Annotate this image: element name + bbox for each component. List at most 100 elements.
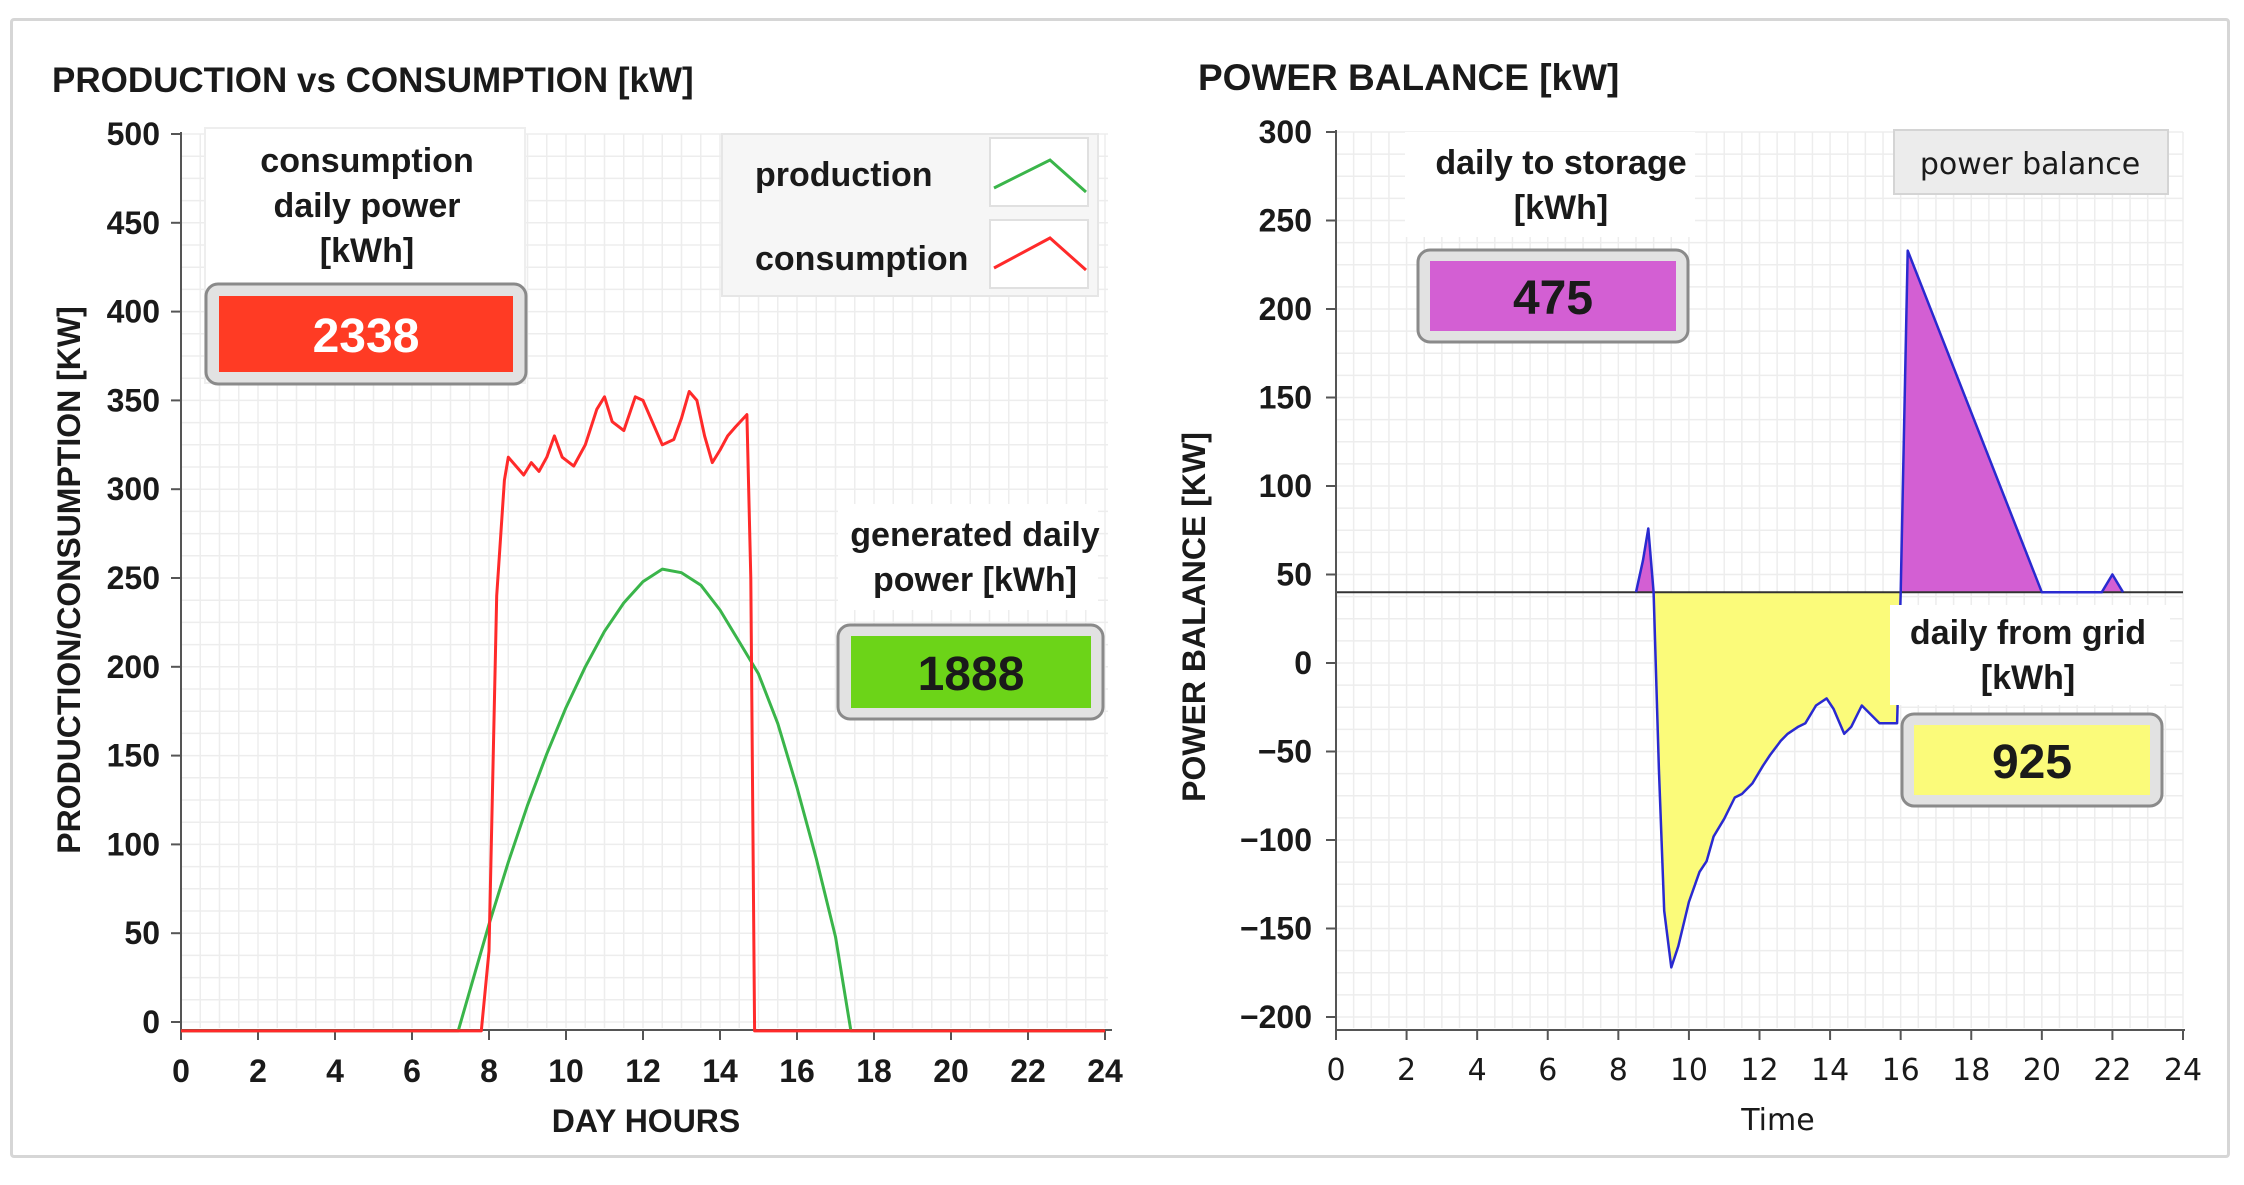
grid-card-line-1: daily from grid [1910, 614, 2146, 652]
right-x-tick-label: 22 [2093, 1053, 2131, 1088]
left-y-tick-label: 300 [107, 471, 160, 507]
right-y-tick-label: 250 [1259, 203, 1312, 239]
right-chart-title: POWER BALANCE [kW] [1198, 57, 1619, 98]
legend-consumption-swatch-bg [989, 219, 1089, 289]
left-x-tick-label: 20 [933, 1053, 969, 1089]
right-x-tick-label: 2 [1397, 1053, 1416, 1088]
right-x-tick-label: 20 [2023, 1053, 2061, 1088]
left-x-tick-label: 8 [480, 1053, 498, 1089]
generated-card-bg [838, 504, 1098, 610]
left-legend: production consumption [721, 133, 1099, 297]
left-y-tick-label: 500 [107, 116, 160, 152]
right-y-tick-label: 50 [1276, 557, 1312, 593]
left-y-axis-label: PRODUCTION/CONSUMPTION [KW] [51, 306, 87, 854]
storage-value-box [1430, 261, 1676, 331]
consumption-card-line-1: consumption [260, 142, 473, 180]
right-y-tick-label: −50 [1258, 734, 1312, 770]
daily-from-grid-card: daily from grid [kWh] 925 [1890, 605, 2170, 808]
legend-production-label: production [755, 156, 933, 194]
right-y-axis-label: POWER BALANCE [KW] [1176, 432, 1212, 802]
right-x-tick-label: 4 [1468, 1053, 1487, 1088]
daily-to-storage-card: daily to storage [kWh] 475 [1405, 132, 1695, 344]
left-x-tick-label: 0 [172, 1053, 190, 1089]
left-x-tick-label: 10 [548, 1053, 584, 1089]
generated-daily-value: 1888 [918, 648, 1025, 701]
left-y-tick-label: 200 [107, 649, 160, 685]
storage-card-bg [1405, 132, 1695, 237]
legend-consumption-label: consumption [755, 240, 968, 278]
left-chart-title: PRODUCTION vs CONSUMPTION [kW] [52, 61, 694, 100]
right-y-tick-label: −150 [1240, 911, 1312, 947]
right-x-tick-label: 16 [1882, 1053, 1920, 1088]
left-x-tick-labels: 0 2 4 6 8 10 12 14 16 18 20 22 24 [172, 1030, 1123, 1089]
grid-value-box [1914, 725, 2150, 795]
right-x-tick-labels: 0 2 4 6 8 10 12 14 16 18 20 22 24 [1326, 1030, 2202, 1088]
consumption-line [181, 390, 1105, 1033]
grid-card-bg [1890, 605, 2170, 705]
left-y-tick-labels: 0 50 100 150 200 250 300 350 400 450 500 [107, 116, 181, 1040]
generated-daily-card: generated daily power [kWh] 1888 [836, 504, 1105, 721]
power-balance-surplus-area [1336, 250, 2183, 593]
right-x-tick-label: 6 [1538, 1053, 1557, 1088]
left-y-tick-label: 400 [107, 294, 160, 330]
left-series-lines [181, 390, 1105, 1033]
right-y-tick-label: 200 [1259, 291, 1312, 327]
daily-from-grid-value: 925 [1992, 736, 2072, 789]
left-y-tick-label: 50 [124, 915, 160, 951]
right-x-tick-label: 24 [2164, 1053, 2202, 1088]
right-x-tick-label: 10 [1670, 1053, 1708, 1088]
left-x-tick-label: 2 [249, 1053, 267, 1089]
right-y-tick-label: −200 [1240, 999, 1312, 1035]
right-x-tick-label: 18 [1952, 1053, 1990, 1088]
legend-consumption-swatch [993, 236, 1087, 272]
consumption-value-box [219, 296, 513, 372]
right-y-tick-label: 100 [1259, 468, 1312, 504]
production-line [181, 567, 1105, 1033]
storage-card-line-1: daily to storage [1435, 144, 1686, 182]
right-x-tick-label: 12 [1740, 1053, 1778, 1088]
legend-production-swatch [993, 158, 1087, 194]
legend-production-swatch-bg [989, 137, 1089, 207]
right-y-tick-labels: 300 250 200 150 100 50 0 −50 −100 −150 −200 [1240, 114, 1336, 1035]
left-y-tick-label: 350 [107, 382, 160, 418]
left-x-tick-label: 14 [702, 1053, 738, 1089]
left-y-tick-label: 0 [142, 1004, 160, 1040]
generated-card-line-1: generated daily [850, 516, 1100, 554]
left-x-tick-label: 12 [625, 1053, 661, 1089]
right-x-tick-label: 14 [1811, 1053, 1849, 1088]
left-y-tick-label: 100 [107, 826, 160, 862]
grid-card-line-2: [kWh] [1981, 659, 2075, 697]
right-legend [1893, 129, 2169, 195]
consumption-daily-value: 2338 [313, 310, 420, 363]
right-y-tick-label: 150 [1259, 380, 1312, 416]
consumption-card-line-2: daily power [273, 187, 460, 225]
right-series-area [1336, 249, 2183, 969]
consumption-card-line-3: [kWh] [320, 232, 414, 270]
right-x-axis-label: Time [1740, 1103, 1814, 1138]
left-x-axis-label: DAY HOURS [552, 1103, 741, 1139]
left-y-tick-label: 150 [107, 738, 160, 774]
left-x-tick-label: 18 [856, 1053, 892, 1089]
left-x-tick-label: 24 [1087, 1053, 1123, 1089]
storage-card-line-2: [kWh] [1514, 189, 1608, 227]
legend-power-balance-label: power balance [1920, 147, 2140, 182]
right-y-tick-label: −100 [1240, 822, 1312, 858]
right-y-tick-label: 300 [1259, 114, 1312, 150]
left-x-tick-label: 16 [779, 1053, 815, 1089]
left-x-tick-label: 22 [1010, 1053, 1046, 1089]
daily-to-storage-value: 475 [1513, 272, 1593, 325]
left-y-tick-label: 250 [107, 560, 160, 596]
right-y-tick-label: 0 [1294, 645, 1312, 681]
power-balance-deficit-area [1336, 592, 2183, 968]
consumption-daily-card: consumption daily power [kWh] 2338 [204, 127, 528, 386]
power-balance-line [1634, 249, 2125, 969]
generated-card-line-2: power [kWh] [873, 561, 1077, 599]
right-x-tick-label: 0 [1326, 1053, 1345, 1088]
power-balance-chart: POWER BALANCE [kW] 300250200150100500−50… [1176, 57, 2202, 1138]
left-y-tick-label: 450 [107, 205, 160, 241]
right-x-tick-label: 8 [1609, 1053, 1628, 1088]
production-consumption-chart: PRODUCTION vs CONSUMPTION [kW] 050100150… [51, 61, 1123, 1139]
left-x-tick-label: 6 [403, 1053, 421, 1089]
left-x-tick-label: 4 [326, 1053, 344, 1089]
